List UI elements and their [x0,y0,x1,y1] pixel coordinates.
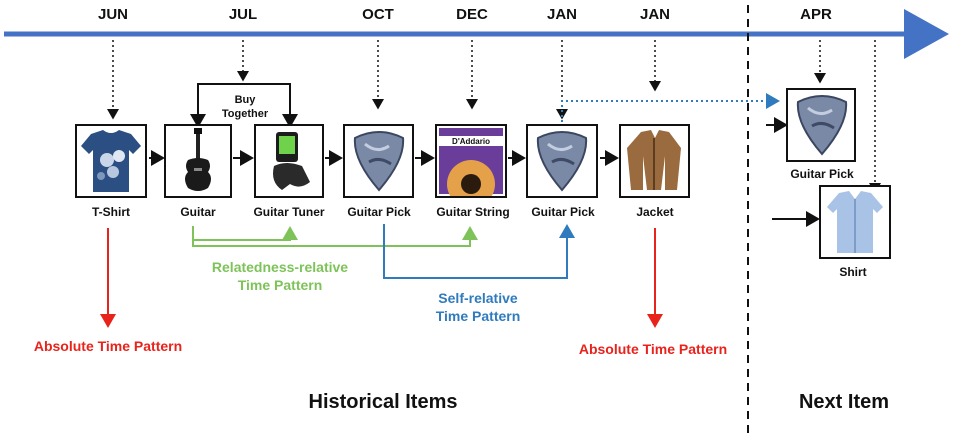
item-label: Guitar Tuner [253,205,325,219]
guitar-image [164,124,232,198]
tuner-icon [273,132,310,190]
guitar-pick-icon [796,95,848,156]
guitar-string-pack-icon: D'Addario [439,128,503,208]
month-label: JUN [97,6,129,23]
month-label: DEC [456,6,488,23]
guitar-icon [185,128,211,191]
item-label: Guitar Pick [790,167,854,181]
pick-image [526,124,598,198]
month-label: JUL [228,6,258,23]
item-label: Jacket [636,205,674,219]
item-label: Guitar [180,205,216,219]
relatedness-pattern-label: Relatedness-relative Time Pattern [211,259,349,293]
svg-text:D'Addario: D'Addario [452,137,490,146]
buy-together-label: Buy Together [221,94,269,120]
jacket-icon [627,130,681,190]
pick-image [786,88,856,162]
absolute-pattern-label: Absolute Time Pattern [33,338,183,354]
month-label: APR [800,6,832,23]
month-label: OCT [362,6,394,23]
guitar-pick-icon [536,131,588,192]
historical-items-heading: Historical Items [308,391,458,413]
item-label: T-Shirt [92,205,130,219]
item-label: Guitar Pick [531,205,595,219]
month-label: JAN [546,6,578,23]
self-pattern-label: Self-relative Time Pattern [435,290,521,324]
tshirt-image [75,124,147,198]
shirt-icon [827,191,883,253]
item-label: Guitar Pick [347,205,411,219]
guitar-pick-icon [353,131,405,192]
string-image: D'Addario [435,124,507,208]
item-label: Shirt [839,265,867,279]
absolute-pattern-label: Absolute Time Pattern [578,341,728,357]
item-label: Guitar String [436,205,510,219]
tuner-image [254,124,324,198]
shirt-image [819,185,891,259]
month-label: JAN [639,6,671,23]
jacket-image [619,124,690,198]
next-item-heading: Next Item [798,391,890,413]
pick-image [343,124,414,198]
tshirt-icon [81,130,141,192]
